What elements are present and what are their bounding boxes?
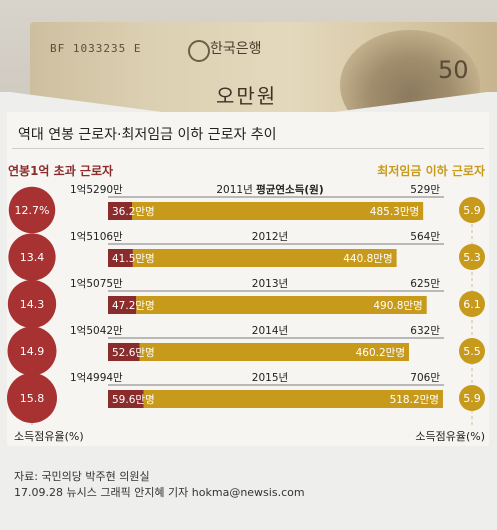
high-avg-income-label: 1억5106만 <box>70 231 123 243</box>
low-share-label: 5.9 <box>463 204 481 217</box>
banknote-serial: BF 1033235 E <box>50 42 142 55</box>
low-wage-value-label: 460.2만명 <box>356 347 405 359</box>
low-wage-value-label: 518.2만명 <box>390 394 439 406</box>
low-share-label: 6.1 <box>463 298 481 311</box>
low-wage-bar <box>139 343 409 361</box>
high-earner-value-label: 52.6만명 <box>112 347 155 359</box>
year-label: 2011년 평균연소득(원) <box>216 183 323 196</box>
low-share-circle <box>459 244 485 270</box>
low-share-label: 5.5 <box>463 345 481 358</box>
low-avg-income-label: 706만 <box>410 372 440 384</box>
high-share-label: 14.3 <box>20 298 45 311</box>
low-share-circle <box>459 197 485 223</box>
high-share-label: 13.4 <box>20 251 45 264</box>
source-note: 자료: 국민의당 박주현 의원실 <box>14 470 150 483</box>
high-avg-income-label: 1억5290만 <box>70 184 123 196</box>
low-avg-income-label: 625만 <box>410 278 440 290</box>
low-wage-bar <box>136 296 427 314</box>
high-avg-income-label: 1억5075만 <box>70 278 123 290</box>
year-label: 2015년 <box>252 372 288 384</box>
high-avg-income-label: 1억4994만 <box>70 372 123 384</box>
chart-title: 역대 연봉 근로자·최저임금 이하 근로자 추이 <box>18 127 277 143</box>
right-series-header: 최저임금 이하 근로자 <box>377 164 485 178</box>
high-earner-value-label: 59.6만명 <box>112 394 155 406</box>
low-wage-value-label: 485.3만명 <box>370 206 419 218</box>
high-share-label: 14.9 <box>20 345 45 358</box>
left-series-header: 연봉1억 초과 근로자 <box>8 164 114 178</box>
low-share-label: 5.3 <box>463 251 481 264</box>
high-avg-income-label: 1억5042만 <box>70 325 123 337</box>
high-earner-bar <box>108 390 144 408</box>
high-share-label: 15.8 <box>20 392 45 405</box>
high-earner-value-label: 36.2만명 <box>112 206 155 218</box>
low-avg-income-label: 564만 <box>410 231 440 243</box>
low-share-circle <box>459 338 485 364</box>
title-divider <box>12 148 484 149</box>
high-earner-value-label: 41.5만명 <box>112 253 155 265</box>
year-label: 2013년 <box>252 278 288 290</box>
banknote-value: 오만원 <box>216 84 278 108</box>
high-share-circle <box>7 326 57 376</box>
banknote-banner: BF 1033235 E 한국은행 오만원 50 <box>0 0 497 112</box>
high-earner-bar <box>108 343 140 361</box>
low-share-label: 5.9 <box>463 392 481 405</box>
low-avg-income-label: 632만 <box>410 325 440 337</box>
annual-income-label: 평균연소득(원) <box>256 183 324 196</box>
low-wage-bar <box>143 390 443 408</box>
low-avg-income-label: 529만 <box>410 184 440 196</box>
banknote-digits: 50 <box>438 56 469 84</box>
high-share-circle <box>7 279 57 329</box>
high-earner-value-label: 47.2만명 <box>112 300 155 312</box>
high-earner-bar <box>108 296 137 314</box>
year-label: 2014년 <box>252 325 288 337</box>
high-share-label: 12.7% <box>15 204 50 217</box>
high-share-circle <box>8 233 56 281</box>
right-axis-label: 소득점유율(%) <box>415 430 485 443</box>
low-wage-bar <box>132 249 397 267</box>
low-wage-value-label: 490.8만명 <box>373 300 422 312</box>
low-share-circle <box>459 291 485 317</box>
high-share-circle <box>7 373 57 423</box>
left-axis-label: 소득점유율(%) <box>14 430 84 443</box>
year-label: 2012년 <box>252 231 288 243</box>
low-wage-bar <box>132 202 424 220</box>
low-share-circle <box>459 385 485 411</box>
credit-note: 17.09.28 뉴시스 그래픽 안지혜 기자 hokma@newsis.com <box>14 486 305 499</box>
banknote-seal-icon <box>188 40 210 62</box>
high-earner-bar <box>108 202 132 220</box>
high-earner-bar <box>108 249 133 267</box>
low-wage-value-label: 440.8만명 <box>343 253 392 265</box>
banknote-bank-name: 한국은행 <box>210 41 262 57</box>
high-share-circle <box>8 186 56 234</box>
